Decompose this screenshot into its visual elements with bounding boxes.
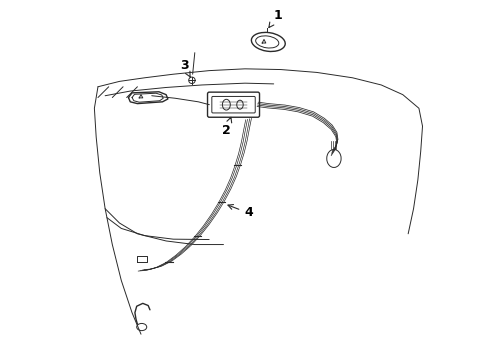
Text: 1: 1	[269, 9, 282, 28]
Text: 2: 2	[222, 117, 232, 137]
Text: 3: 3	[180, 59, 190, 77]
Text: 4: 4	[228, 204, 253, 220]
